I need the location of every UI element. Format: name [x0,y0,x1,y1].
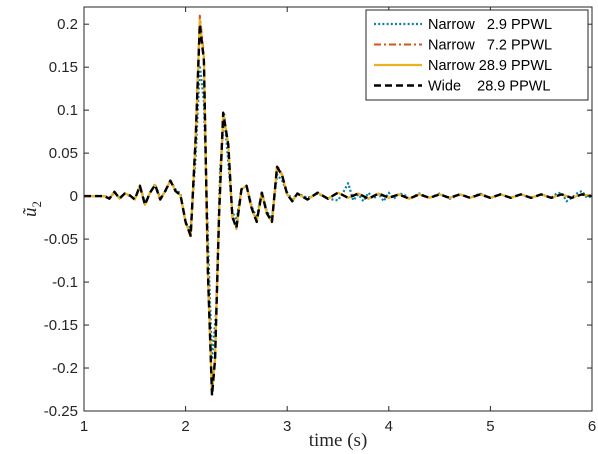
x-tick-label: 5 [486,418,494,435]
ticks-layer: 1 2 3 4 5 6 -0.25 -0.2 -0.15 -0.1 -0.05 0 0.05 0.1 0.1… [44,7,596,435]
legend: Narrow 2.9 PPWL Narrow 7.2 PPWL Narrow 28.… [365,9,589,101]
y-tick-label: 0 [70,188,78,205]
y-tick-label: -0.2 [52,360,78,377]
legend-label-3: Wide 28.9 PPWL [428,79,551,95]
y-tick-label: 0.05 [49,145,78,162]
y-tick-label: -0.25 [44,403,78,420]
y-tick-label: 0.1 [57,102,78,119]
x-tick-label: 6 [588,418,596,435]
x-tick-label: 3 [283,418,291,435]
y-axis-label-subscript: 2 [29,201,44,208]
x-axis-label: time (s) [309,430,368,451]
plot-frame [83,6,593,412]
series-line-3 [84,22,593,397]
x-tick-label: 4 [385,418,393,435]
y-tick-label: -0.15 [44,317,78,334]
y-tick-label: -0.1 [52,274,78,291]
x-tick-label: 1 [80,418,88,435]
y-axis-label: ũ2 [20,201,44,217]
series-line-0 [84,64,593,361]
legend-label-0: Narrow 2.9 PPWL [428,17,552,33]
legend-label-2: Narrow 28.9 PPWL [428,58,552,74]
y-tick-label: -0.05 [44,231,78,248]
y-axis-label-base: ũ [20,207,41,217]
x-tick-label: 2 [181,418,189,435]
y-tick-label: 0.2 [57,16,78,33]
series-layer [84,14,593,397]
legend-label-1: Narrow 7.2 PPWL [428,38,552,54]
y-tick-label: 0.15 [49,59,78,76]
